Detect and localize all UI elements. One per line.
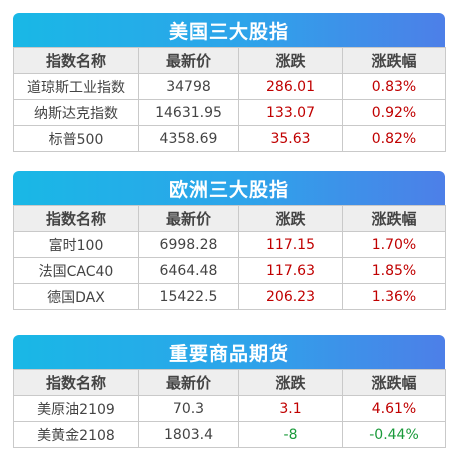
header-price: 最新价	[138, 205, 239, 232]
cell-change: 117.63	[238, 257, 343, 284]
cell-pct: 0.82%	[342, 125, 446, 152]
table-row: 标普500 4358.69 35.63 0.82%	[13, 125, 446, 152]
cell-price: 6998.28	[138, 231, 239, 258]
cell-name: 标普500	[13, 125, 139, 152]
cell-price: 70.3	[138, 395, 239, 422]
cell-change: 35.63	[238, 125, 343, 152]
cell-pct: 1.85%	[342, 257, 446, 284]
table-row: 德国DAX 15422.5 206.23 1.36%	[13, 283, 446, 310]
cell-price: 6464.48	[138, 257, 239, 284]
section-title: 美国三大股指	[13, 13, 445, 47]
cell-name: 美黄金2108	[13, 421, 139, 448]
cell-name: 道琼斯工业指数	[13, 73, 139, 100]
header-change: 涨跌	[238, 205, 343, 232]
cell-name: 法国CAC40	[13, 257, 139, 284]
header-row: 指数名称 最新价 涨跌 涨跌幅	[13, 369, 446, 396]
eu-indices-panel: 欧洲三大股指 指数名称 最新价 涨跌 涨跌幅 富时100 6998.28 117…	[13, 171, 446, 310]
cell-price: 4358.69	[138, 125, 239, 152]
cell-pct: 0.92%	[342, 99, 446, 126]
section-title: 欧洲三大股指	[13, 171, 445, 205]
table-row: 法国CAC40 6464.48 117.63 1.85%	[13, 257, 446, 284]
header-change: 涨跌	[238, 47, 343, 74]
header-pct: 涨跌幅	[342, 369, 446, 396]
table-row: 美原油2109 70.3 3.1 4.61%	[13, 395, 446, 422]
cell-name: 德国DAX	[13, 283, 139, 310]
cell-change: 133.07	[238, 99, 343, 126]
data-table: 指数名称 最新价 涨跌 涨跌幅 道琼斯工业指数 34798 286.01 0.8…	[13, 47, 446, 152]
cell-change: -8	[238, 421, 343, 448]
header-row: 指数名称 最新价 涨跌 涨跌幅	[13, 47, 446, 74]
header-row: 指数名称 最新价 涨跌 涨跌幅	[13, 205, 446, 232]
header-name: 指数名称	[13, 205, 139, 232]
header-name: 指数名称	[13, 47, 139, 74]
header-price: 最新价	[138, 369, 239, 396]
table-row: 美黄金2108 1803.4 -8 -0.44%	[13, 421, 446, 448]
table-row: 道琼斯工业指数 34798 286.01 0.83%	[13, 73, 446, 100]
cell-price: 15422.5	[138, 283, 239, 310]
cell-name: 美原油2109	[13, 395, 139, 422]
cell-price: 14631.95	[138, 99, 239, 126]
us-indices-panel: 美国三大股指 指数名称 最新价 涨跌 涨跌幅 道琼斯工业指数 34798 286…	[13, 13, 446, 152]
cell-pct: -0.44%	[342, 421, 446, 448]
header-name: 指数名称	[13, 369, 139, 396]
header-price: 最新价	[138, 47, 239, 74]
cell-change: 206.23	[238, 283, 343, 310]
cell-pct: 4.61%	[342, 395, 446, 422]
header-change: 涨跌	[238, 369, 343, 396]
cell-change: 286.01	[238, 73, 343, 100]
data-table: 指数名称 最新价 涨跌 涨跌幅 富时100 6998.28 117.15 1.7…	[13, 205, 446, 310]
cell-price: 34798	[138, 73, 239, 100]
commodities-panel: 重要商品期货 指数名称 最新价 涨跌 涨跌幅 美原油2109 70.3 3.1 …	[13, 335, 446, 448]
header-pct: 涨跌幅	[342, 205, 446, 232]
cell-pct: 1.70%	[342, 231, 446, 258]
data-table: 指数名称 最新价 涨跌 涨跌幅 美原油2109 70.3 3.1 4.61% 美…	[13, 369, 446, 448]
cell-pct: 1.36%	[342, 283, 446, 310]
section-title: 重要商品期货	[13, 335, 445, 369]
table-row: 富时100 6998.28 117.15 1.70%	[13, 231, 446, 258]
cell-change: 3.1	[238, 395, 343, 422]
cell-pct: 0.83%	[342, 73, 446, 100]
table-row: 纳斯达克指数 14631.95 133.07 0.92%	[13, 99, 446, 126]
cell-name: 富时100	[13, 231, 139, 258]
cell-name: 纳斯达克指数	[13, 99, 139, 126]
cell-price: 1803.4	[138, 421, 239, 448]
header-pct: 涨跌幅	[342, 47, 446, 74]
cell-change: 117.15	[238, 231, 343, 258]
